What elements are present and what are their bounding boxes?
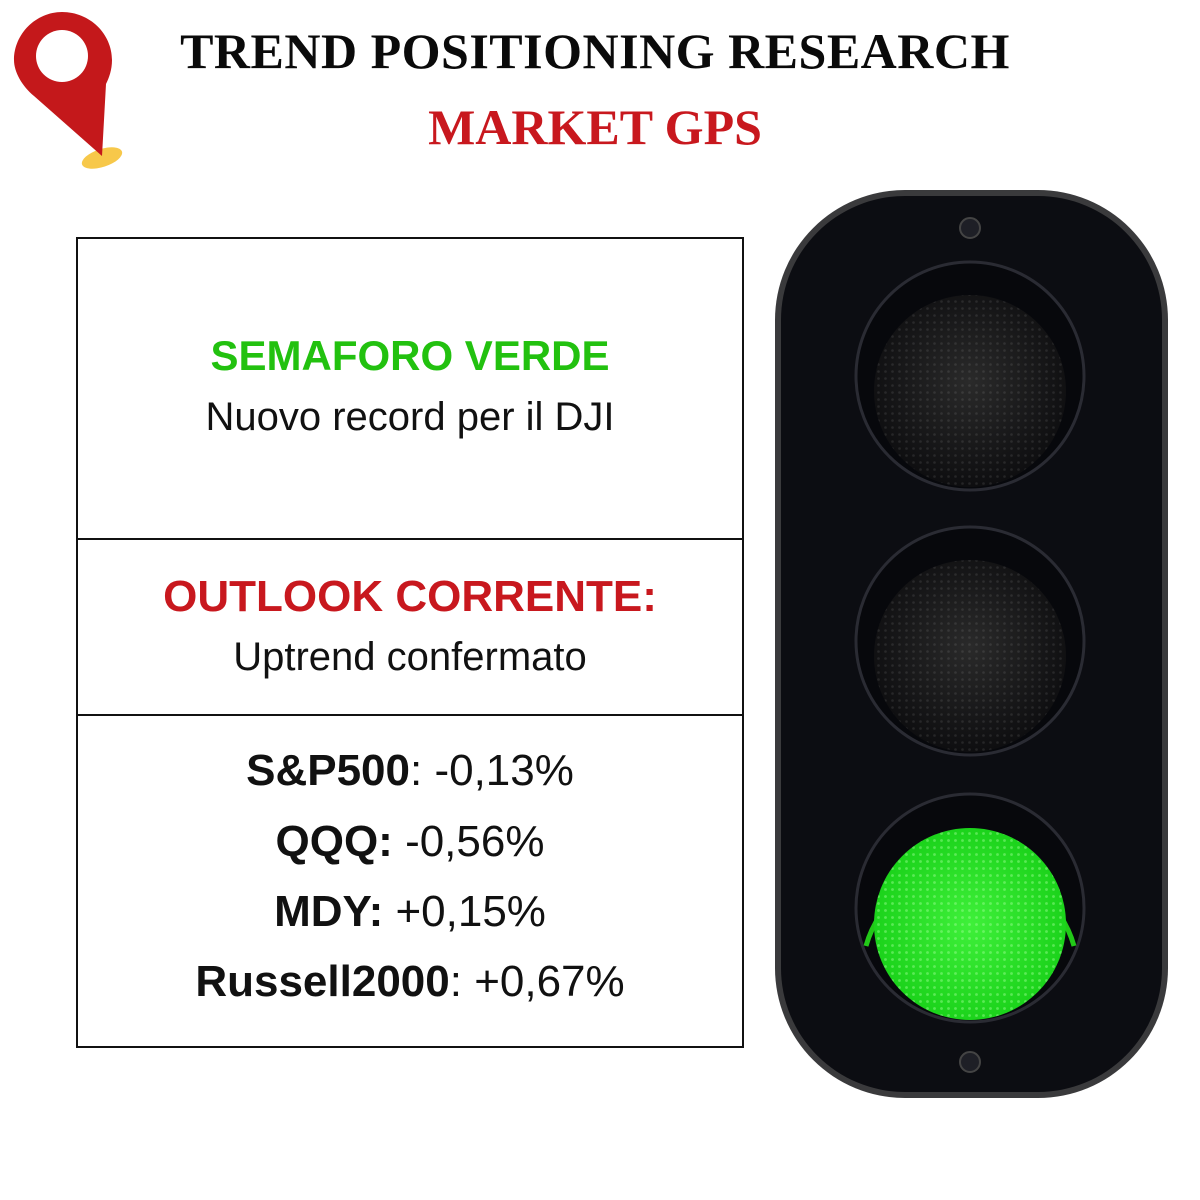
traffic-light-icon: [775, 190, 1168, 1098]
yellow-light: [854, 525, 1086, 757]
outlook-text: Uptrend confermato: [233, 635, 587, 679]
status-section: SEMAFORO VERDE Nuovo record per il DJI: [78, 239, 742, 540]
page-title: TREND POSITIONING RESEARCH: [180, 23, 1010, 79]
indices-section: S&P500: -0,13% QQQ: -0,56% MDY: +0,15% R…: [78, 716, 742, 1046]
green-light: [854, 792, 1086, 1024]
status-text: Nuovo record per il DJI: [205, 395, 615, 439]
index-row: MDY: +0,15%: [274, 887, 546, 936]
map-pin-icon: [14, 12, 123, 169]
red-light: [854, 260, 1086, 492]
info-panel: SEMAFORO VERDE Nuovo record per il DJI O…: [76, 237, 744, 1048]
page-subtitle: MARKET GPS: [428, 99, 762, 155]
outlook-heading: OUTLOOK CORRENTE:: [163, 572, 657, 621]
index-row: S&P500: -0,13%: [246, 746, 574, 795]
outlook-section: OUTLOOK CORRENTE: Uptrend confermato: [78, 540, 742, 716]
status-heading: SEMAFORO VERDE: [210, 332, 610, 379]
index-row: QQQ: -0,56%: [275, 817, 545, 866]
index-row: Russell2000: +0,67%: [195, 957, 625, 1006]
